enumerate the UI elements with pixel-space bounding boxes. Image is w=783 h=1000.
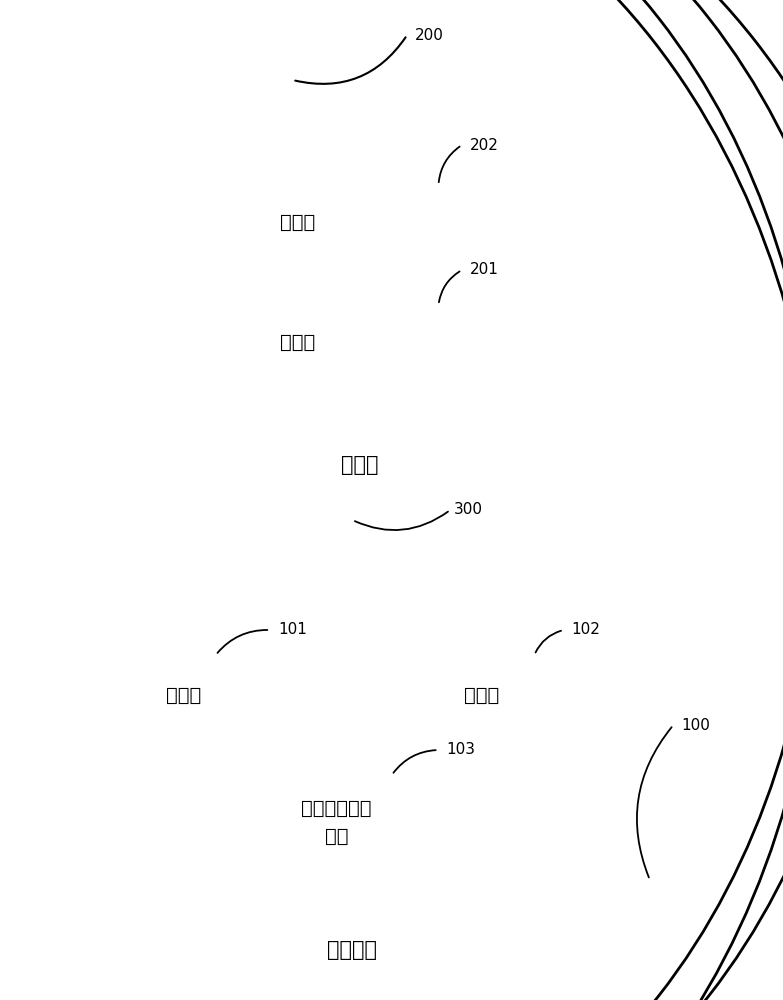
Bar xyxy=(78,645,290,745)
Text: 101: 101 xyxy=(278,622,307,638)
Text: 生物特征获取
单元: 生物特征获取 单元 xyxy=(301,799,372,846)
Text: 200: 200 xyxy=(415,27,444,42)
Text: 存储器: 存储器 xyxy=(464,686,500,704)
Text: 100: 100 xyxy=(681,718,710,732)
Text: 300: 300 xyxy=(454,502,483,518)
Text: 202: 202 xyxy=(470,137,499,152)
Text: 102: 102 xyxy=(572,622,601,638)
Bar xyxy=(211,765,462,880)
Text: 服务器: 服务器 xyxy=(341,455,379,475)
Text: 存储器: 存储器 xyxy=(280,213,316,232)
Bar xyxy=(149,285,446,400)
Text: 103: 103 xyxy=(446,742,475,758)
Text: 201: 201 xyxy=(470,262,499,277)
Text: 处理器: 处理器 xyxy=(166,686,202,704)
Bar xyxy=(47,570,658,920)
Text: 处理器: 处理器 xyxy=(280,333,316,352)
Bar xyxy=(78,80,642,435)
Bar xyxy=(149,165,446,280)
Text: 电子装置: 电子装置 xyxy=(327,940,377,960)
Bar xyxy=(376,645,587,745)
